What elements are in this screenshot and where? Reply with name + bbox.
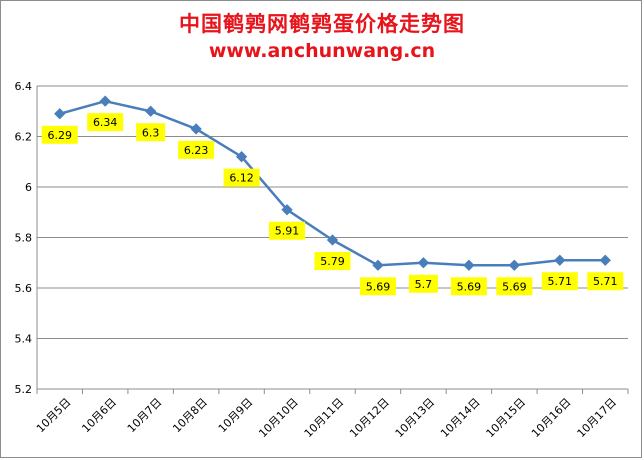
y-tick-label: 6 <box>25 181 32 194</box>
data-points <box>54 95 611 271</box>
data-label: 6.12 <box>229 172 254 185</box>
data-label: 5.91 <box>275 225 300 238</box>
data-point-marker <box>235 151 248 163</box>
data-label: 6.34 <box>93 116 118 129</box>
x-tick-labels: 10月5日 10月6日 10月7日 10月8日 10月9日 10月10日 10月11日 10月… <box>34 396 619 441</box>
data-point-marker <box>144 105 157 117</box>
data-point-marker <box>508 259 521 271</box>
data-label: 5.69 <box>366 280 391 293</box>
data-point-marker <box>190 123 202 135</box>
data-label: 6.29 <box>47 129 72 142</box>
data-label-box <box>496 277 533 296</box>
x-tick-label: 10月16日 <box>529 396 574 441</box>
x-tick-label: 10月10日 <box>256 396 301 441</box>
data-label-box <box>136 123 166 142</box>
x-tick-label: 10月17日 <box>574 396 619 441</box>
data-label: 5.71 <box>593 275 618 288</box>
data-point-marker <box>99 95 111 107</box>
gridlines <box>37 85 628 339</box>
data-point-marker <box>372 259 384 271</box>
data-label-box <box>541 272 578 291</box>
y-tick-label: 5.8 <box>15 232 33 245</box>
data-point-marker <box>54 108 66 120</box>
data-label-box <box>223 168 260 187</box>
x-tick-label: 10月13日 <box>393 396 438 441</box>
x-tick-label: 10月6日 <box>79 396 119 436</box>
data-label-box <box>359 277 396 296</box>
data-point-marker <box>463 259 475 271</box>
x-tick-label: 10月7日 <box>125 396 165 436</box>
chart-title: 中国鹌鹑网鹌鹑蛋价格走势图 <box>179 11 465 36</box>
x-tick-label: 10月9日 <box>216 396 256 436</box>
data-label-box <box>269 221 306 240</box>
data-label: 6.23 <box>184 144 209 157</box>
data-label-box <box>314 252 351 271</box>
y-tick-labels: 5.2 5.4 5.6 5.8 6 6.2 6.4 <box>15 80 33 396</box>
axes <box>36 86 629 394</box>
data-labels: 6.29 6.34 6.3 6.23 6.12 5.91 5.79 5.69 5.7 5.69 5.… <box>41 113 624 296</box>
data-point-marker <box>326 234 339 246</box>
y-tick-label: 6.4 <box>15 80 33 93</box>
y-tick-label: 5.6 <box>15 282 33 295</box>
data-label-box <box>178 140 215 159</box>
data-label-box <box>408 274 438 293</box>
x-tick-label: 10月14日 <box>438 396 483 441</box>
data-label: 5.69 <box>502 280 527 293</box>
x-tick-label: 10月12日 <box>347 396 392 441</box>
x-tick-label: 10月8日 <box>170 396 210 436</box>
data-label: 5.79 <box>320 255 345 268</box>
data-label: 5.69 <box>457 280 482 293</box>
data-point-marker <box>554 254 566 266</box>
data-label-box <box>87 113 124 132</box>
x-tick-label: 10月11日 <box>302 396 347 441</box>
x-tick-label: 10月5日 <box>34 396 74 436</box>
y-tick-label: 5.2 <box>15 383 33 396</box>
data-label: 5.71 <box>548 275 573 288</box>
chart-subtitle: www.anchunwang.cn <box>208 40 436 62</box>
data-label-box <box>587 272 624 291</box>
data-label: 6.3 <box>142 126 160 139</box>
data-point-marker <box>281 204 293 216</box>
y-tick-label: 6.2 <box>15 131 33 144</box>
y-tick-label: 5.4 <box>15 333 33 346</box>
data-label-box <box>450 277 487 296</box>
data-label: 5.7 <box>415 278 433 291</box>
data-label-box <box>41 125 78 144</box>
x-tick-label: 10月15日 <box>484 396 529 441</box>
data-point-marker <box>417 257 430 269</box>
data-point-marker <box>599 254 611 266</box>
